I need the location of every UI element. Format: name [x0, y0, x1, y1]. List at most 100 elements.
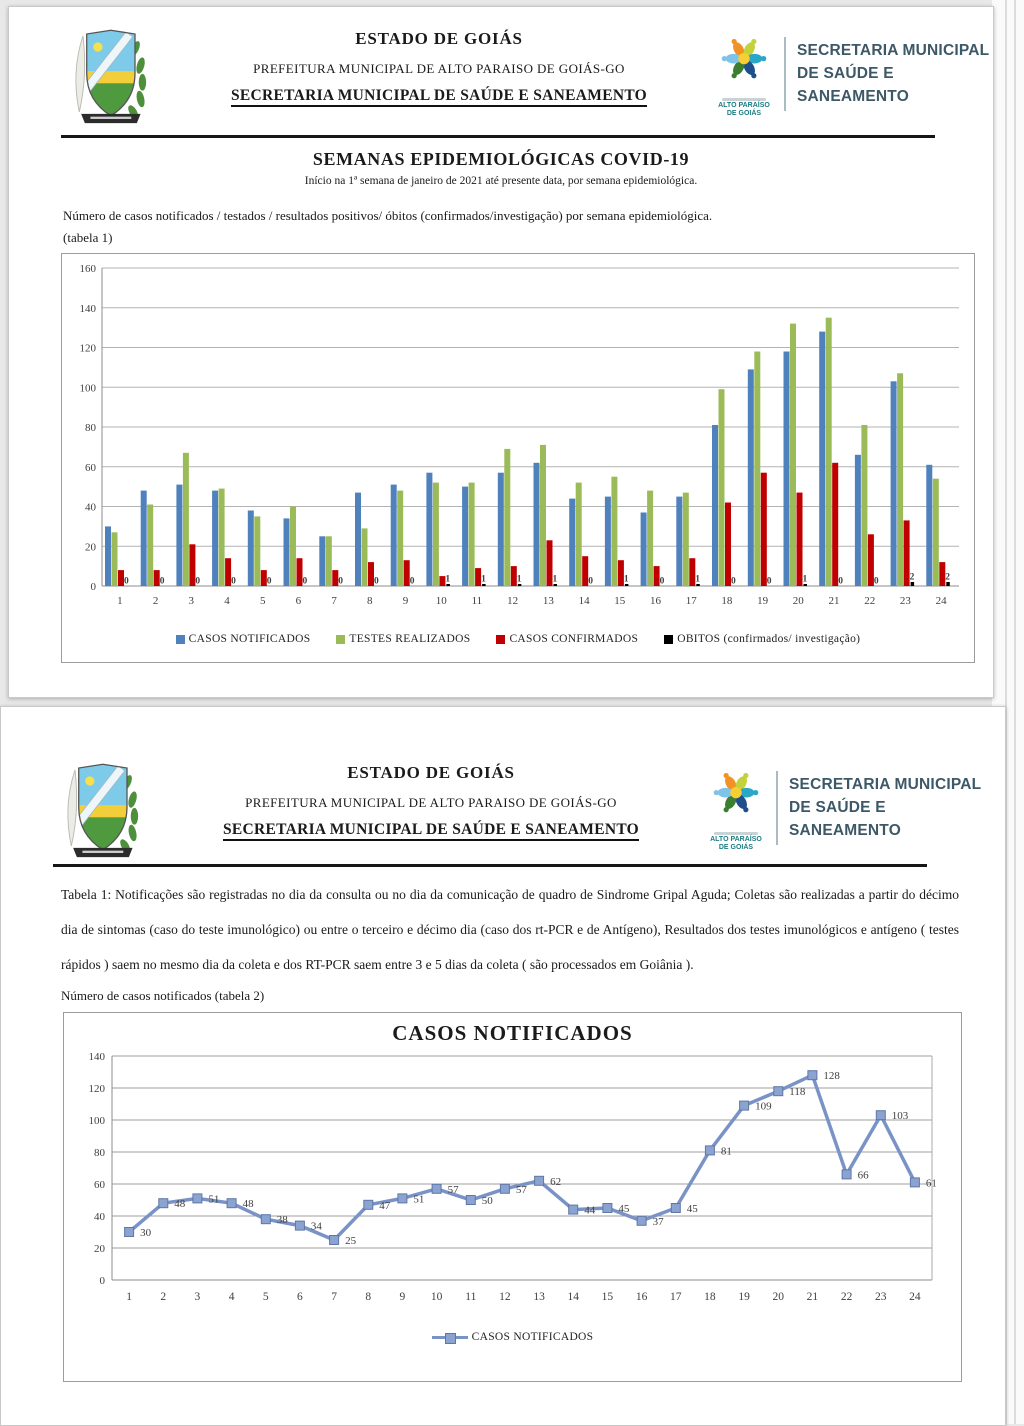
y-tick-label: 60	[85, 462, 97, 474]
y-tick-label: 0	[100, 1275, 106, 1287]
line-chart-frame: CASOS NOTIFICADOS 0 20 40 60 80 100 120 140 30 1 4…	[63, 1012, 962, 1382]
bar	[290, 506, 296, 586]
page-edge-line	[1005, 0, 1007, 1424]
line-chart-title: CASOS NOTIFICADOS	[392, 1021, 633, 1045]
bar	[624, 584, 629, 586]
bar	[468, 482, 475, 586]
header-department: SECRETARIA MUNICIPAL DE SAÚDE E SANEAMEN…	[169, 87, 709, 107]
x-tick-label: 24	[909, 1291, 921, 1303]
data-label: 0	[267, 577, 272, 587]
bar	[946, 582, 950, 586]
bar	[247, 510, 254, 586]
data-label: 0	[838, 577, 843, 587]
bar	[854, 454, 861, 586]
health-dept-logo: ALTO PARAÍSO DE GOIÁS	[715, 35, 773, 118]
bar	[783, 351, 790, 586]
x-tick-label: 23	[900, 595, 912, 607]
bar	[189, 544, 196, 586]
bar-chart-legend: CASOS NOTIFICADOS TESTES REALIZADOS CASOS …	[62, 633, 974, 645]
bar	[510, 566, 517, 586]
bar	[147, 504, 154, 586]
legend-swatch	[496, 634, 506, 644]
bar	[212, 490, 219, 586]
data-label: 2	[910, 573, 915, 583]
data-label: 2	[945, 573, 950, 583]
header-state-title: ESTADO DE GOIÁS	[355, 29, 523, 48]
data-label: 1	[624, 575, 629, 585]
health-dept-logo: ALTO PARAÍSO DE GOIÁS	[707, 769, 765, 852]
data-label: 47	[379, 1200, 391, 1212]
bar	[225, 558, 232, 586]
legend-label: CASOS NOTIFICADOS	[471, 1331, 594, 1343]
bar	[462, 486, 469, 586]
page-1-body: SEMANAS EPIDEMIOLÓGICAS COVID-19 Início …	[61, 149, 975, 663]
line-marker	[739, 1100, 750, 1111]
line-marker	[534, 1175, 545, 1186]
x-tick-label: 21	[829, 595, 840, 607]
data-label: 0	[588, 577, 593, 587]
x-tick-label: 12	[499, 1291, 511, 1303]
y-tick-label: 80	[85, 422, 97, 434]
line-chart-legend: CASOS NOTIFICADOS	[64, 1331, 961, 1344]
header-municipality: PREFEITURA MUNICIPAL DE ALTO PARAISO DE …	[245, 795, 617, 810]
data-label: 0	[410, 577, 415, 587]
legend-label: CASOS CONFIRMADOS	[509, 633, 639, 645]
legend-item: CASOS NOTIFICADOS	[431, 1331, 594, 1344]
line-marker	[773, 1086, 784, 1097]
bar	[319, 536, 326, 586]
header-state-title: ESTADO DE GOIÁS	[347, 763, 515, 782]
bar-chart: 0204060801001201401600102030405060708091…	[80, 263, 959, 607]
header-text-block: ESTADO DE GOIÁS PREFEITURA MUNICIPAL DE …	[169, 29, 709, 107]
bar	[533, 462, 540, 586]
data-label: 0	[160, 577, 165, 587]
line-marker	[602, 1203, 613, 1213]
bar	[111, 532, 118, 586]
sms-flower-icon	[713, 772, 759, 813]
report-subtitle: Início na 1ª semana de janeiro de 2021 a…	[304, 175, 698, 187]
data-label: 103	[892, 1110, 909, 1122]
data-label: 37	[653, 1216, 665, 1228]
bar	[689, 558, 696, 586]
x-tick-label: 10	[436, 595, 448, 607]
data-label: 0	[195, 577, 200, 587]
bar	[569, 498, 576, 587]
line-marker	[568, 1204, 579, 1215]
data-label: 1	[517, 575, 522, 585]
bar	[475, 568, 482, 586]
y-tick-label: 20	[85, 541, 97, 553]
data-label: 38	[277, 1214, 289, 1226]
x-tick-label: 16	[636, 1291, 648, 1303]
x-tick-label: 7	[331, 1291, 337, 1303]
x-tick-label: 15	[602, 1291, 614, 1303]
x-tick-label: 5	[263, 1291, 269, 1303]
line-marker	[192, 1193, 203, 1204]
bar	[403, 560, 410, 586]
x-tick-label: 13	[543, 595, 555, 607]
data-label: 30	[140, 1227, 152, 1239]
page-2: ESTADO DE GOIÁS PREFEITURA MUNICIPAL DE …	[0, 706, 1006, 1426]
x-tick-label: 17	[686, 595, 698, 607]
header-rule	[61, 135, 935, 138]
x-tick-label: 16	[650, 595, 662, 607]
data-label: 128	[823, 1070, 840, 1082]
bar	[890, 381, 897, 586]
x-tick-label: 14	[579, 595, 591, 607]
data-label: 34	[311, 1221, 323, 1233]
x-tick-label: 18	[704, 1291, 716, 1303]
bar	[647, 490, 654, 586]
x-tick-label: 20	[793, 595, 805, 607]
line-marker	[465, 1195, 476, 1205]
bar	[676, 496, 683, 586]
bar	[332, 570, 339, 586]
logo-divider	[776, 771, 778, 845]
line-marker	[124, 1227, 135, 1237]
line-marker	[363, 1199, 374, 1210]
bar	[832, 462, 839, 586]
x-tick-label: 1	[117, 595, 123, 607]
x-tick-label: 4	[229, 1291, 235, 1303]
data-label: 1	[695, 575, 700, 585]
x-tick-label: 13	[533, 1291, 545, 1303]
line-marker	[226, 1198, 237, 1209]
bar	[796, 492, 803, 586]
logo-tagline	[714, 832, 758, 835]
